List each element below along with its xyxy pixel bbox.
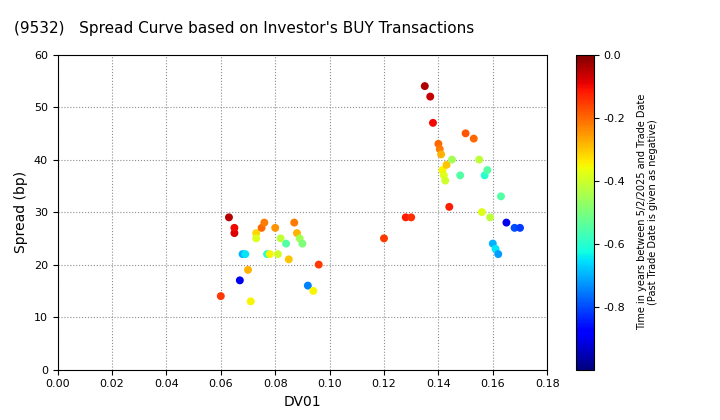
Point bbox=[438, 172, 449, 179]
Point bbox=[229, 224, 240, 231]
Point bbox=[437, 167, 449, 173]
Point bbox=[215, 293, 227, 299]
Point bbox=[223, 214, 235, 221]
Point bbox=[436, 151, 447, 158]
Point bbox=[500, 219, 512, 226]
Point bbox=[454, 172, 466, 179]
Point bbox=[460, 130, 472, 137]
Point bbox=[280, 240, 292, 247]
Point bbox=[378, 235, 390, 242]
Point bbox=[495, 193, 507, 199]
Point bbox=[485, 214, 496, 221]
Point bbox=[294, 235, 305, 242]
Point bbox=[433, 140, 444, 147]
X-axis label: DV01: DV01 bbox=[284, 395, 321, 409]
Point bbox=[234, 277, 246, 284]
Point bbox=[302, 282, 314, 289]
Point bbox=[269, 224, 281, 231]
Point bbox=[251, 235, 262, 242]
Text: (9532)   Spread Curve based on Investor's BUY Transactions: (9532) Spread Curve based on Investor's … bbox=[14, 21, 474, 36]
Point bbox=[289, 219, 300, 226]
Point bbox=[509, 224, 521, 231]
Point bbox=[258, 219, 270, 226]
Point bbox=[291, 230, 302, 236]
Point bbox=[444, 203, 455, 210]
Point bbox=[240, 251, 251, 257]
Point bbox=[441, 161, 452, 168]
Point bbox=[313, 261, 325, 268]
Point bbox=[261, 251, 273, 257]
Point bbox=[272, 251, 284, 257]
Point bbox=[446, 156, 458, 163]
Point bbox=[439, 177, 451, 184]
Point bbox=[405, 214, 417, 221]
Point bbox=[492, 251, 504, 257]
Point bbox=[479, 172, 490, 179]
Point bbox=[476, 209, 487, 215]
Point bbox=[487, 240, 498, 247]
Point bbox=[229, 230, 240, 236]
Point bbox=[419, 83, 431, 89]
Point bbox=[425, 93, 436, 100]
Point bbox=[256, 224, 267, 231]
Y-axis label: Time in years between 5/2/2025 and Trade Date
(Past Trade Date is given as negat: Time in years between 5/2/2025 and Trade… bbox=[636, 94, 658, 330]
Point bbox=[245, 298, 256, 305]
Point bbox=[427, 119, 438, 126]
Point bbox=[400, 214, 412, 221]
Point bbox=[297, 240, 308, 247]
Point bbox=[237, 251, 248, 257]
Point bbox=[251, 230, 262, 236]
Point bbox=[434, 146, 446, 152]
Point bbox=[283, 256, 294, 263]
Point bbox=[242, 266, 253, 273]
Y-axis label: Spread (bp): Spread (bp) bbox=[14, 171, 28, 253]
Point bbox=[468, 135, 480, 142]
Point bbox=[275, 235, 287, 242]
Point bbox=[474, 156, 485, 163]
Point bbox=[490, 245, 501, 252]
Point bbox=[514, 224, 526, 231]
Point bbox=[307, 287, 319, 294]
Point bbox=[482, 167, 493, 173]
Point bbox=[264, 251, 276, 257]
